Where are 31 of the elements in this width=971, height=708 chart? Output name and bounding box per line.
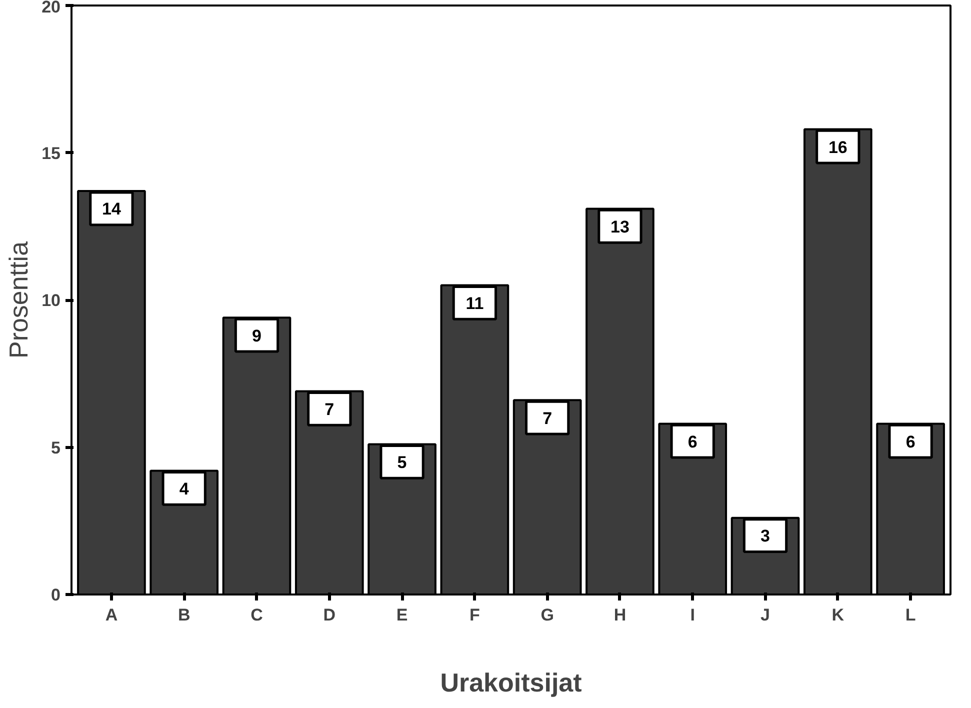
x-tick-label: J <box>760 606 770 624</box>
data-label: 6 <box>906 432 916 452</box>
y-tick-label: 10 <box>42 291 61 310</box>
x-axis-title: Urakoitsijat <box>440 668 582 698</box>
data-label: 4 <box>179 479 190 498</box>
data-label: 3 <box>760 526 770 546</box>
x-tick-label: B <box>178 606 190 624</box>
x-tick-label: A <box>105 606 118 624</box>
x-tick-label: E <box>396 606 408 624</box>
data-label: 6 <box>688 432 698 452</box>
data-label: 5 <box>397 452 407 472</box>
x-tick-label: C <box>250 606 263 624</box>
data-label: 7 <box>542 408 552 428</box>
y-tick-label: 5 <box>51 438 61 458</box>
data-label: 14 <box>102 200 122 219</box>
data-label: 13 <box>610 217 630 236</box>
y-tick-label: 20 <box>42 0 61 16</box>
x-tick-label: L <box>905 606 916 624</box>
x-tick-label: D <box>323 606 336 624</box>
data-label: 9 <box>252 326 262 346</box>
data-label: 7 <box>324 400 334 419</box>
y-tick-label: 0 <box>51 586 61 604</box>
y-axis-title: Prosenttia <box>4 240 34 359</box>
x-tick-label: K <box>832 606 845 624</box>
data-label: 11 <box>466 294 484 313</box>
x-tick-label: H <box>614 606 626 624</box>
x-tick-label: G <box>540 606 554 624</box>
y-tick-label: 15 <box>42 144 61 163</box>
x-tick-label: F <box>469 606 480 624</box>
x-tick-label: I <box>690 606 695 624</box>
data-label: 16 <box>828 138 848 157</box>
